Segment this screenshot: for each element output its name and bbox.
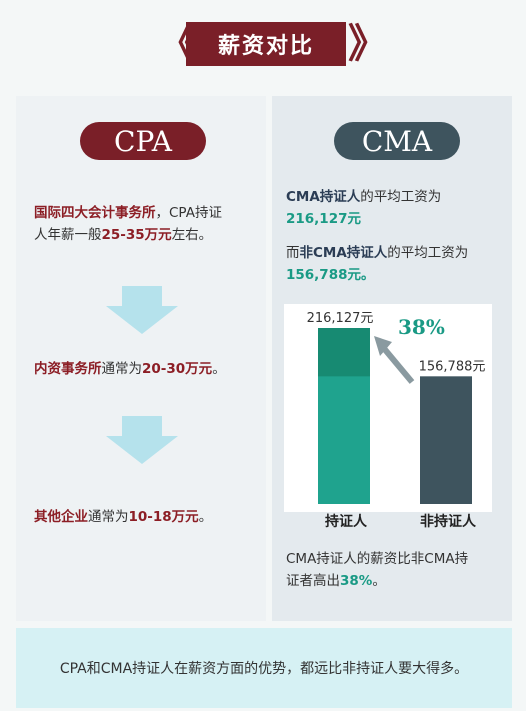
increase-arrow-icon (379, 344, 415, 384)
increase-percent-label: 38% (398, 315, 445, 339)
cma-holder-salary-text: CMA持证人的平均工资为 216,127元 (286, 189, 442, 227)
arrow-down-icon (106, 286, 178, 334)
double-chevron-right-icon: 》 (348, 21, 388, 67)
cpa-big-four-text: 国际四大会计事务所，CPA持证 人年薪一般25-35万元左右。 (34, 205, 222, 243)
bar-value-label: 156,788元 (419, 359, 486, 374)
cma-comparison-note: CMA持证人的薪资比非CMA持 证者高出38%。 (286, 551, 469, 589)
cpa-domestic-text: 内资事务所通常为20-30万元。 (34, 361, 226, 377)
cpa-other-text: 其他企业通常为10-18万元。 (34, 509, 213, 525)
category-label: 持证人 (325, 513, 368, 530)
cma-heading: CMA (334, 122, 460, 160)
title-section: 《 薪资对比 》 (0, 0, 526, 92)
cma-nonholder-salary-text: 而非CMA持证人的平均工资为 156,788元。 (286, 245, 469, 283)
arrow-down-icon (106, 416, 178, 464)
cpa-column (16, 96, 266, 621)
summary-text: CPA和CMA持证人在薪资方面的优势，都远比非持证人要大得多。 (59, 661, 469, 677)
page-title: 薪资对比 (186, 22, 346, 66)
cpa-heading: CPA (80, 122, 206, 160)
chart-svg: 216,127元 156,788元 38% 持证人 非持证人 (307, 311, 486, 530)
double-chevron-left-icon: 《 (158, 21, 198, 67)
bar-value-label: 216,127元 (307, 311, 374, 326)
increase-arrowhead-icon (374, 336, 392, 356)
category-label: 非持证人 (420, 513, 477, 530)
bar-holder-excess (318, 328, 370, 377)
summary-box: CPA和CMA持证人在薪资方面的优势，都远比非持证人要大得多。 (16, 628, 512, 708)
bar-non-holder (420, 376, 472, 504)
salary-bar-chart: 216,127元 156,788元 38% 持证人 非持证人 (284, 304, 492, 530)
